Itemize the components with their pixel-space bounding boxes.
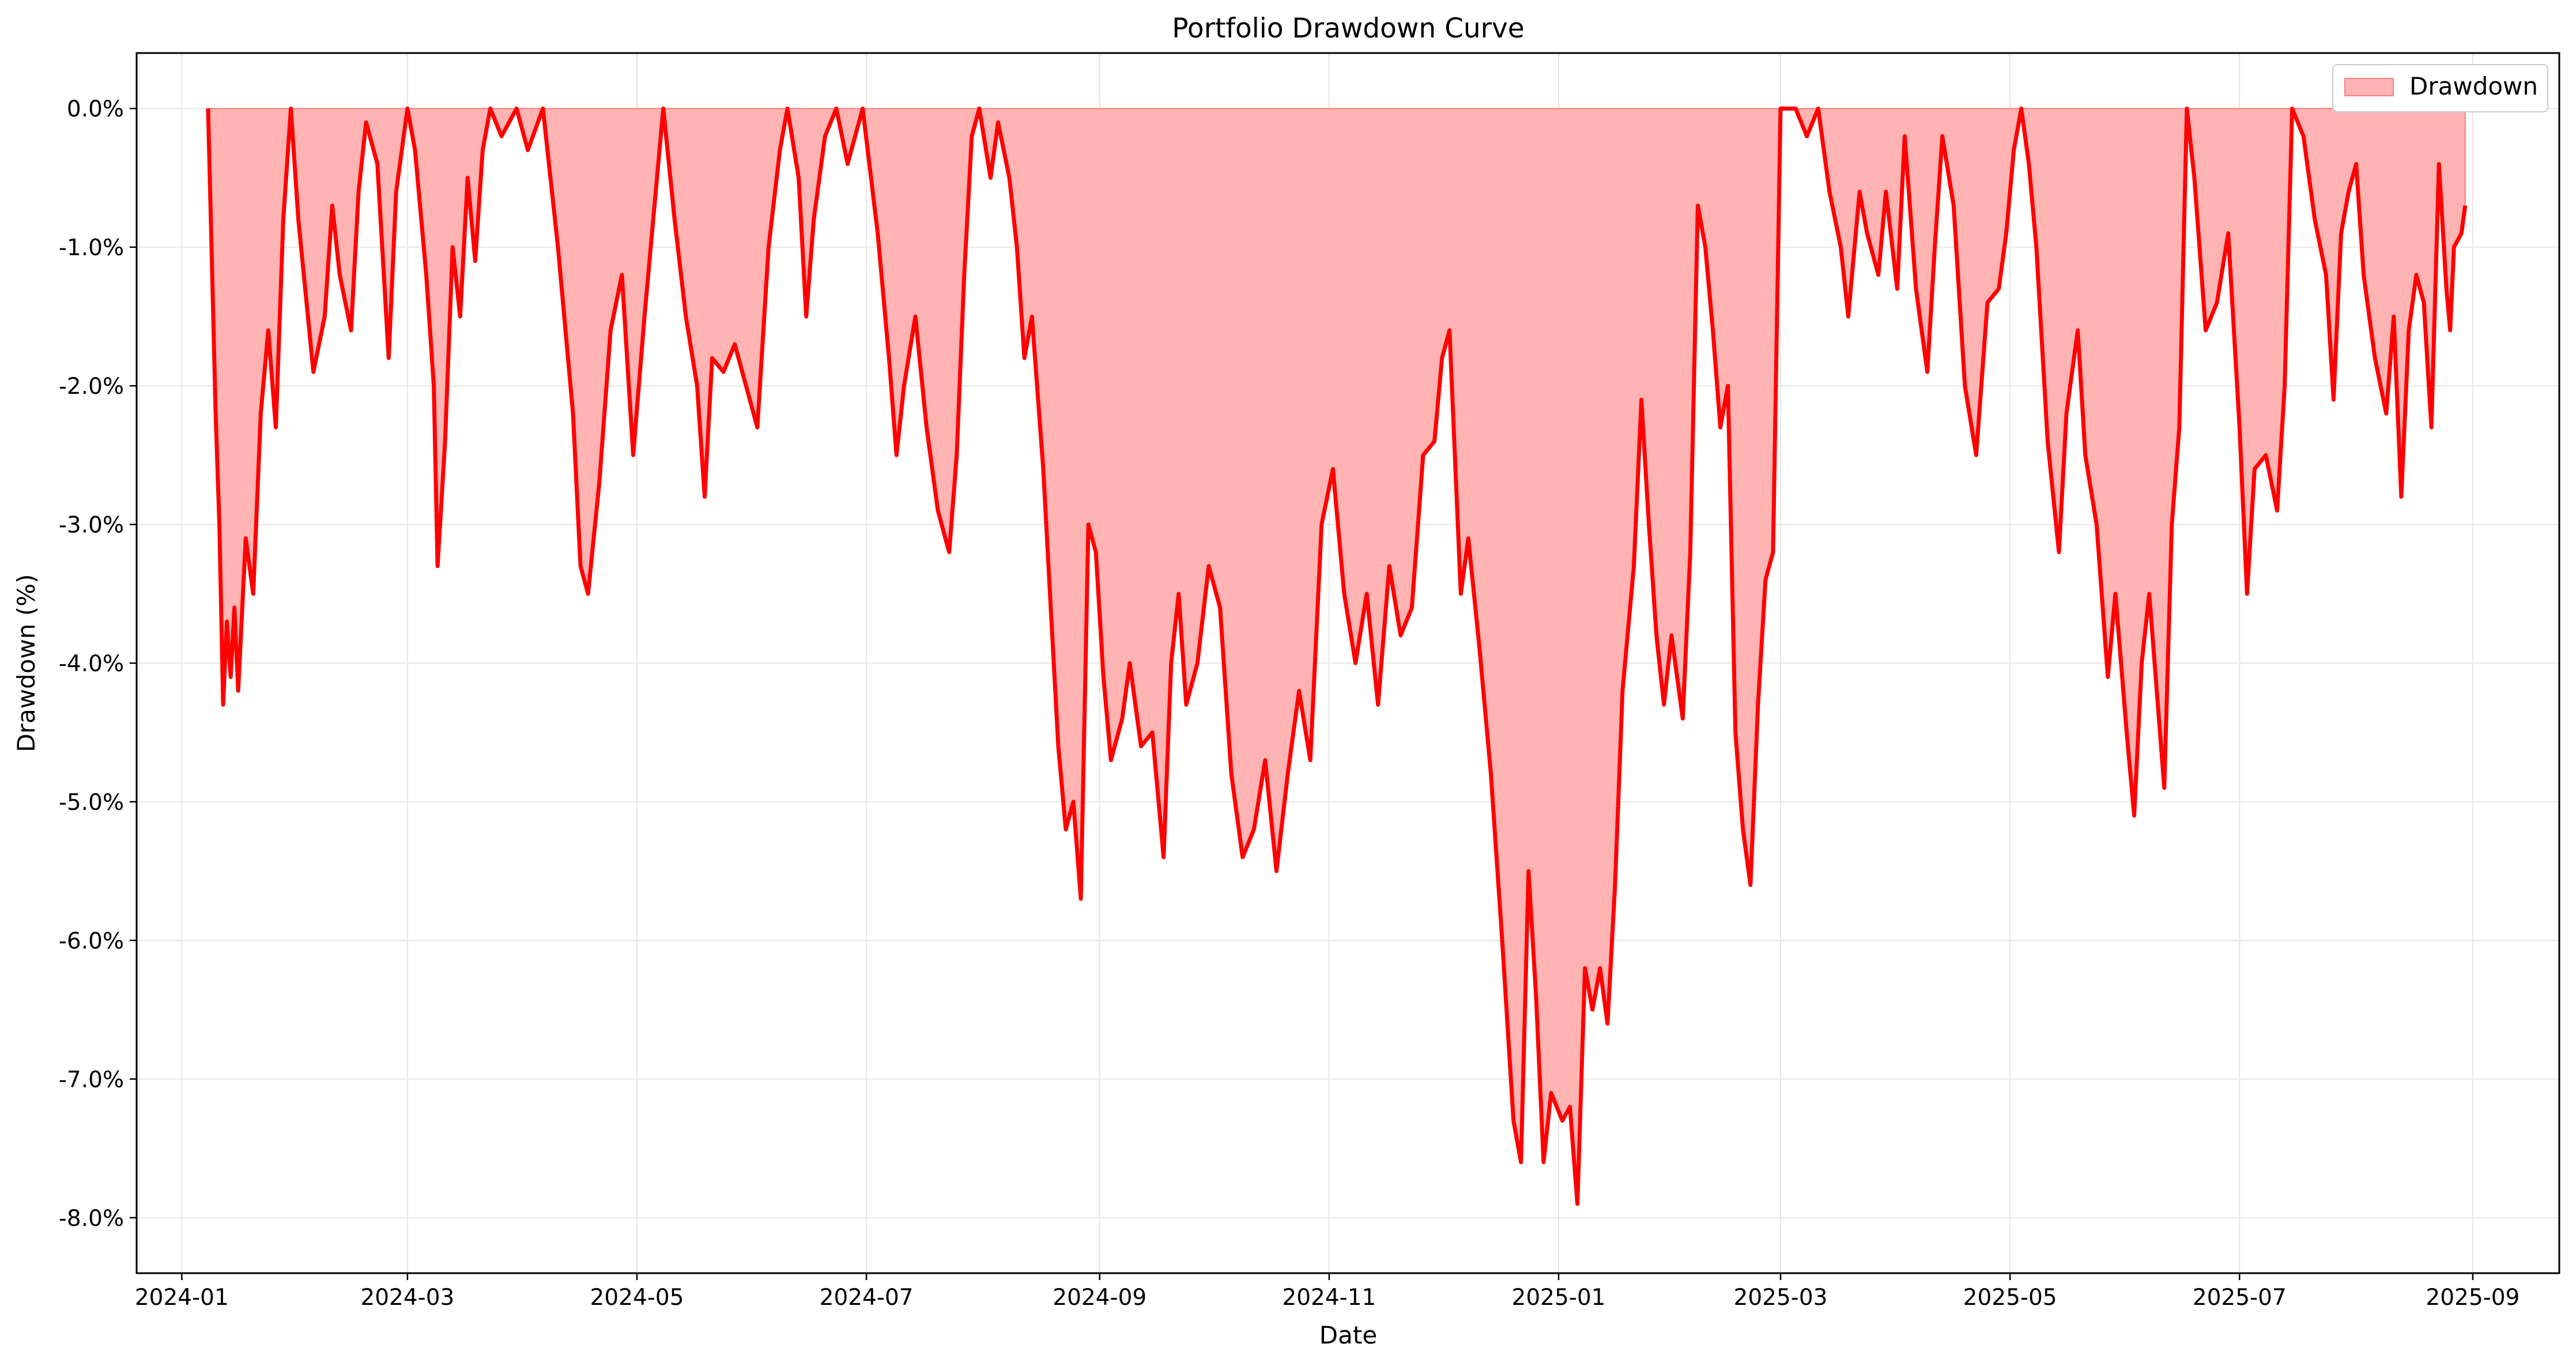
x-tick-label: 2025-03 — [1734, 1285, 1828, 1311]
x-tick-label: 2024-05 — [590, 1285, 684, 1311]
x-tick-label: 2025-05 — [1963, 1285, 2057, 1311]
drawdown-line — [206, 106, 2468, 1206]
y-tick-label: -8.0% — [59, 1206, 124, 1232]
x-tick-label: 2024-03 — [360, 1285, 454, 1311]
x-axis-ticks: 2024-01 2024-03 2024-05 2024-07 2024-09 2024-… — [135, 1273, 2520, 1311]
x-tick-label: 2024-01 — [135, 1285, 229, 1311]
y-tick-label: -1.0% — [59, 235, 124, 261]
legend-box — [2332, 64, 2548, 112]
y-tick-label: -5.0% — [59, 789, 124, 815]
legend-swatch-drawdown — [2344, 78, 2394, 96]
y-tick-label: -4.0% — [59, 651, 124, 677]
series-drawdown — [206, 106, 2468, 1206]
y-axis-label: Drawdown (%) — [12, 574, 40, 752]
legend: Drawdown — [2332, 64, 2548, 112]
x-axis-label: Date — [1319, 1321, 1377, 1349]
x-tick-label: 2024-07 — [820, 1285, 914, 1311]
y-tick-label: -2.0% — [59, 374, 124, 400]
y-tick-label: 0.0% — [67, 96, 124, 122]
y-tick-label: -6.0% — [59, 928, 124, 954]
y-axis-ticks: 0.0% -1.0% -2.0% -3.0% -4.0% -5.0% -6.0% -7.0% -… — [59, 96, 137, 1232]
x-tick-label: 2024-11 — [1282, 1285, 1376, 1311]
legend-label-drawdown: Drawdown — [2409, 72, 2538, 100]
x-tick-label: 2025-09 — [2426, 1285, 2520, 1311]
y-tick-label: -7.0% — [59, 1067, 124, 1093]
y-tick-label: -3.0% — [59, 513, 124, 539]
x-tick-label: 2025-01 — [1512, 1285, 1606, 1311]
chart-title: Portfolio Drawdown Curve — [1172, 13, 1524, 44]
x-tick-label: 2025-07 — [2193, 1285, 2287, 1311]
x-tick-label: 2024-09 — [1053, 1285, 1146, 1311]
